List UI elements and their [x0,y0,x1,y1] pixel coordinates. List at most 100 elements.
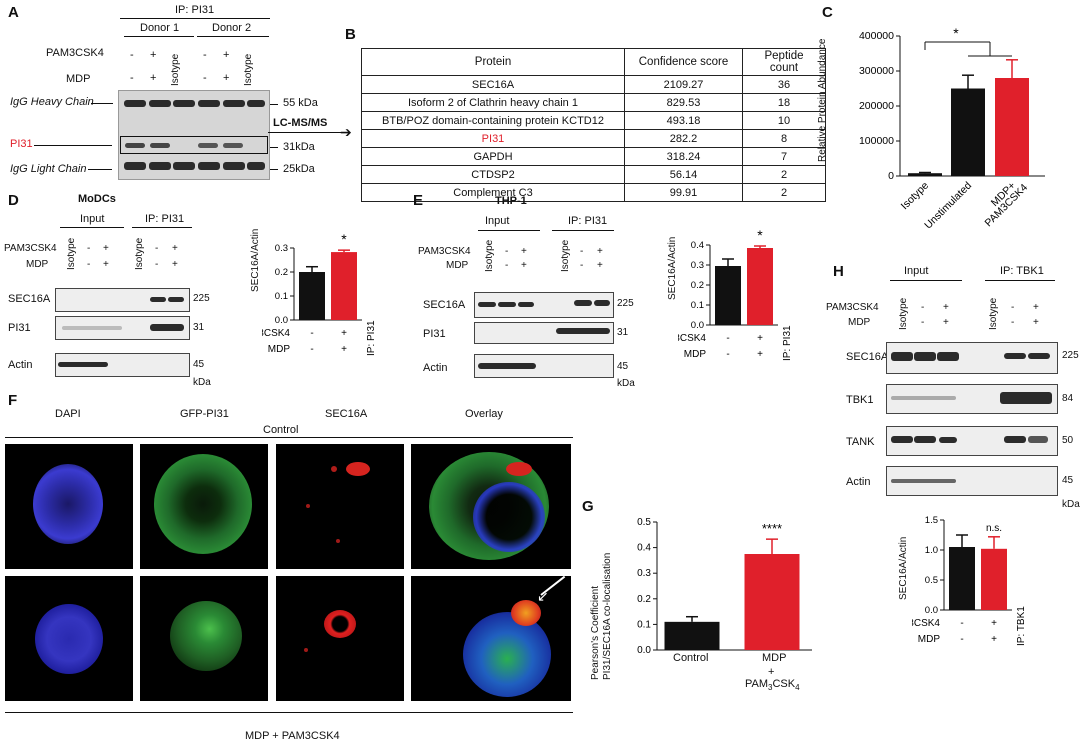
panel-label-h: H [833,263,844,280]
sign: + [597,246,603,257]
kda: 225 [617,298,634,309]
y-tick-label: 0 [888,170,894,182]
y-tick-label: 0.3 [691,260,704,271]
ip-label: IP: TBK1 [1016,606,1027,646]
pam-label-a: PAM3CSK4 [46,47,104,59]
sign: - [130,72,134,84]
kda: 31 [193,322,205,333]
sign: + [341,328,347,339]
y-tick-label: 0.0 [925,605,938,616]
kda: 225 [1062,350,1079,361]
pi31-label: PI31 [10,138,33,150]
isotype-label: Isotype [560,239,571,272]
c-ylabel: Relative Protein Abundance [817,38,828,162]
sign: + [172,259,178,270]
sign: - [580,246,584,257]
image-sec16a-stim [276,576,404,701]
image-dapi-stim [5,576,133,701]
d-pam: PAM3CSK4 [4,243,57,254]
bar [331,252,357,320]
sign: + [991,634,997,645]
h-blot-actin [886,466,1058,496]
sign: + [150,72,157,84]
sig-label: * [757,227,763,243]
mdp-label: MDP [268,344,291,355]
sign: - [580,260,584,271]
isotype-label: Isotype [898,297,909,330]
ip-label: IP: PI31 [782,325,793,361]
bar [995,78,1029,176]
bar [715,266,741,325]
kda31: 31kDa [283,141,315,153]
y-tick-label: 1.5 [925,515,938,526]
d-row-sec16a: SEC16A [8,293,51,305]
heavy-chain-label: IgG Heavy Chain [10,96,94,108]
h-row-tbk1: TBK1 [846,394,874,406]
h-pam: PAM3CSK4 [826,302,879,313]
y-tick-label: 0.0 [691,320,704,331]
kda: 225 [193,293,210,304]
col-gfp: GFP-PI31 [180,408,229,420]
sign: + [103,259,109,270]
y-tick-label: 1.0 [925,545,938,556]
panel-label-g: G [582,498,594,515]
e-title: THP-1 [495,195,527,207]
sign: + [943,302,949,313]
y-tick-label: 400000 [859,30,894,42]
kda-unit: kDa [617,378,635,389]
h-ip: IP: TBK1 [1000,265,1044,277]
e-row-actin: Actin [423,362,448,374]
col-sec16a: SEC16A [325,408,368,420]
ip-label: IP: PI31 [175,4,215,16]
image-overlay-control [411,444,571,569]
y-tick-label: 0.3 [275,243,288,254]
stim-label: MDP + PAM3CSK4 [245,730,340,742]
lcms-label: LC-MS/MS [273,117,328,129]
chart-g: 0.0 0.1 0.2 0.3 0.4 0.5 **** [637,517,812,656]
e-input: Input [485,215,510,227]
sign: + [223,72,230,84]
ip-label: IP: PI31 [366,320,377,356]
y-tick-label: 0.3 [637,568,651,579]
y-tick-label: 0.0 [275,315,288,326]
d-mdp: MDP [26,259,49,270]
h-mdp: MDP [848,317,871,328]
bar [744,554,800,650]
bar [951,88,985,176]
e-row-sec16a: SEC16A [423,299,466,311]
d-row-pi31: PI31 [8,322,31,334]
e-row-pi31: PI31 [423,328,446,340]
y-tick-label: 0.2 [637,594,651,605]
panel-label-a: A [8,4,19,21]
y-tick-label: 0.4 [691,240,704,251]
kda: 50 [1062,435,1074,446]
pam-label: PAM3CSK4 [678,333,706,344]
sign: - [155,243,159,254]
sign: - [1011,302,1015,313]
sig-label: n.s. [986,523,1002,534]
kda25: 25kDa [283,163,315,175]
kda: 45 [1062,475,1074,486]
h-row-sec16a: SEC16A [846,351,889,363]
col-dapi: DAPI [55,408,81,420]
y-tick-label: 0.1 [275,291,288,302]
sign: - [203,72,207,84]
sign: + [521,246,527,257]
y-tick-label: 0.2 [275,267,288,278]
y-tick-label: 0.4 [637,543,651,554]
pam-label: PAM3CSK4 [262,328,290,339]
kda: 45 [193,359,205,370]
kda55: 55 kDa [283,97,318,109]
sign: + [341,344,347,355]
e-blot-sec16a [474,292,614,318]
kda-unit: kDa [1062,499,1080,510]
image-gfp-stim [140,576,268,701]
panel-label-c: C [822,4,833,21]
sign: - [310,344,313,355]
sig-star: * [953,25,959,41]
e-pam: PAM3CSK4 [418,246,471,257]
bar [747,248,773,325]
sign: + [757,349,763,360]
bar [664,621,720,650]
